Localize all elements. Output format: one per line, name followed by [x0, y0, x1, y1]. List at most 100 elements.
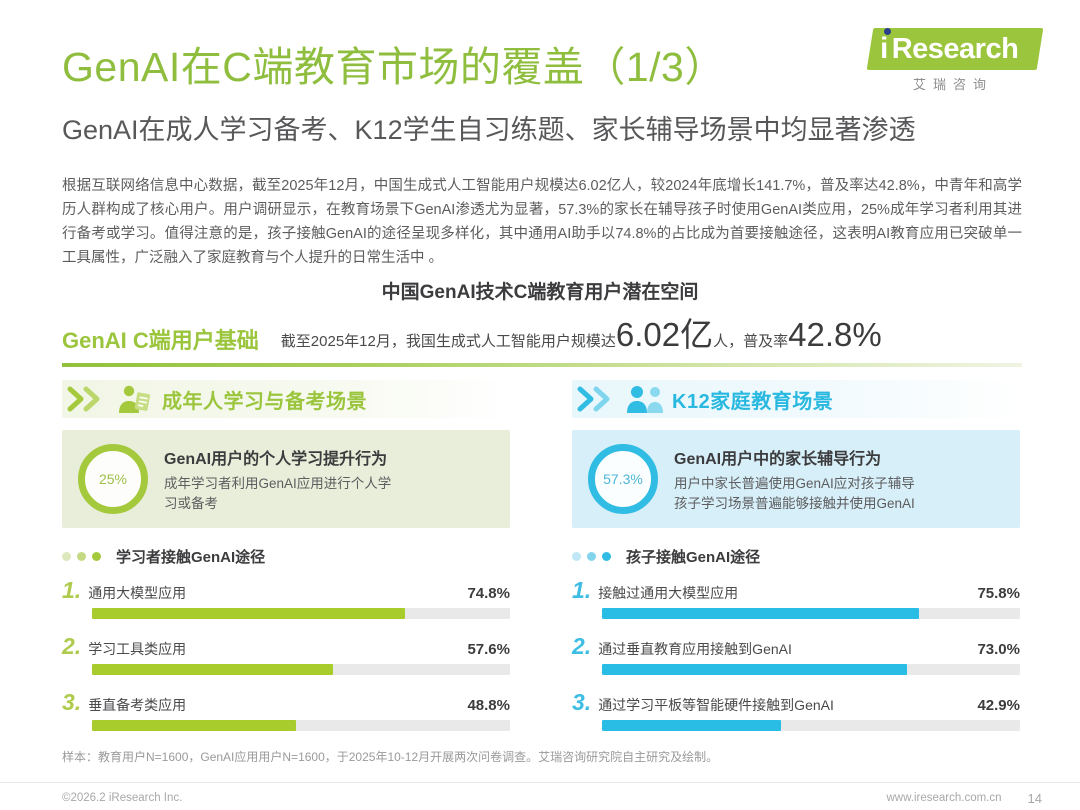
page-subtitle: GenAI在成人学习备考、K12学生自习练题、家长辅导场景中均显著渗透	[62, 115, 916, 145]
ring-chart-adult: 25%	[78, 444, 148, 514]
bar-label: 通用大模型应用	[88, 585, 187, 601]
stat-prefix: 截至2025年12月，我国生成式人工智能用户规模达	[280, 333, 616, 350]
body-paragraph: 根据互联网络信息中心数据，截至2025年12月，中国生成式人工智能用户规模达6.…	[62, 178, 1022, 266]
stat-band-label: GenAI C端用户基础	[62, 328, 259, 353]
card-title-k12: GenAI用户中的家长辅导行为	[674, 450, 882, 468]
page-title: GenAI在C端教育市场的覆盖（1/3）	[62, 44, 726, 90]
footnote: 样本：教育用户N=1600，GenAI应用用户N=1600，于2025年10-1…	[62, 750, 719, 764]
ring-value-k12: 57.3%	[603, 471, 643, 487]
bar-track	[602, 608, 1020, 619]
bar-track	[602, 720, 1020, 731]
dot-1-icon	[572, 552, 581, 561]
dot-2-icon	[587, 552, 596, 561]
subsection-adult: 学习者接触GenAI途径	[62, 546, 510, 567]
stat-band: GenAI C端用户基础 截至2025年12月，我国生成式人工智能用户规模达 6…	[62, 314, 1022, 358]
ring-chart-k12: 57.3%	[588, 444, 658, 514]
bar-rank: 3.	[572, 689, 592, 715]
title-row: GenAI在C端教育市场的覆盖（1/3）	[62, 36, 1040, 98]
logo-dot-icon	[884, 28, 891, 35]
bar-value: 42.9%	[977, 697, 1020, 714]
bar-list-adult: 1. 通用大模型应用 74.8% 2. 学习工具类应用 57.6%	[62, 579, 510, 731]
dot-2-icon	[77, 552, 86, 561]
card-desc-line2-adult: 习或备考	[164, 495, 218, 511]
stat-value-users: 6.02亿	[615, 316, 714, 353]
bar-rank: 2.	[62, 633, 82, 659]
ring-value-adult: 25%	[98, 471, 128, 487]
panel-title-k12: K12家庭教育场景	[672, 390, 834, 413]
subsection-title-adult: 学习者接触GenAI途径	[116, 549, 266, 566]
bar-value: 48.8%	[467, 697, 510, 714]
person-with-document-icon	[114, 383, 154, 415]
bar-value: 57.6%	[467, 641, 510, 658]
three-dots-icon	[572, 552, 617, 561]
panel-header-k12: K12家庭教育场景	[572, 380, 1020, 418]
card-body-k12: GenAI用户中的家长辅导行为 用户中家长普遍使用GenAI应对孩子辅导 孩子学…	[674, 445, 1004, 514]
bar-row: 1. 接触过通用大模型应用 75.8%	[572, 579, 1020, 619]
two-people-icon	[624, 383, 664, 415]
logo-parallelogram: Research	[866, 28, 1044, 70]
bar-fill	[92, 664, 333, 675]
bar-label: 学习工具类应用	[88, 641, 187, 657]
dot-1-icon	[62, 552, 71, 561]
bar-row-top: 3. 通过学习平板等智能硬件接触到GenAI 42.9%	[572, 691, 1020, 715]
bar-row: 2. 学习工具类应用 57.6%	[62, 635, 510, 675]
panel-k12: K12家庭教育场景 57.3% GenAI用户中的家长辅导行为 用户中家长普遍使…	[572, 380, 1020, 747]
panel-header-adult: 成年人学习与备考场景	[62, 380, 510, 418]
logo-subtitle: 艾瑞咨询	[912, 77, 993, 92]
card-body-adult: GenAI用户的个人学习提升行为 成年学习者利用GenAI应用进行个人学 习或备…	[164, 445, 494, 514]
bar-track	[602, 664, 1020, 675]
bar-row-top: 3. 垂直备考类应用 48.8%	[62, 691, 510, 715]
bar-rank: 2.	[572, 633, 592, 659]
bar-list-k12: 1. 接触过通用大模型应用 75.8% 2. 通过垂直教育应用接触到GenAI …	[572, 579, 1020, 731]
highlight-card-k12: 57.3% GenAI用户中的家长辅导行为 用户中家长普遍使用GenAI应对孩子…	[572, 430, 1020, 528]
bar-track	[92, 608, 510, 619]
bar-row: 1. 通用大模型应用 74.8%	[62, 579, 510, 619]
bar-value: 74.8%	[467, 585, 510, 602]
bar-rank: 3.	[62, 689, 82, 715]
card-desc-line1-k12: 用户中家长普遍使用GenAI应对孩子辅导	[674, 475, 915, 491]
logo-wordmark: Research	[891, 32, 1019, 65]
bar-rank: 1.	[572, 577, 592, 603]
three-dots-icon	[62, 552, 107, 561]
subsection-k12: 孩子接触GenAI途径	[572, 546, 1020, 567]
dot-3-icon	[602, 552, 611, 561]
highlight-card-adult: 25% GenAI用户的个人学习提升行为 成年学习者利用GenAI应用进行个人学…	[62, 430, 510, 528]
panel-adult: 成年人学习与备考场景 25% GenAI用户的个人学习提升行为 成年学习者利用G…	[62, 380, 510, 747]
card-desc-line1-adult: 成年学习者利用GenAI应用进行个人学	[164, 475, 392, 491]
panel-title-adult: 成年人学习与备考场景	[162, 390, 367, 413]
footer-divider	[0, 782, 1080, 783]
stat-mid-text: 人，普及率	[713, 333, 789, 350]
dot-3-icon	[92, 552, 101, 561]
bar-row-top: 2. 通过垂直教育应用接触到GenAI 73.0%	[572, 635, 1020, 659]
gradient-divider	[62, 363, 1022, 367]
bar-label: 通过垂直教育应用接触到GenAI	[598, 641, 792, 657]
footer-copyright: ©2026.2 iResearch Inc.	[62, 792, 183, 804]
footer: ©2026.2 iResearch Inc. www.iresearch.com…	[0, 786, 1080, 810]
bar-fill	[602, 720, 782, 731]
bar-value: 73.0%	[977, 641, 1020, 658]
double-chevron-right-icon	[576, 386, 618, 412]
bar-row: 3. 通过学习平板等智能硬件接触到GenAI 42.9%	[572, 691, 1020, 731]
card-title-adult: GenAI用户的个人学习提升行为	[164, 450, 388, 468]
stat-value-penetration: 42.8%	[788, 316, 882, 353]
stat-band-text: 截至2025年12月，我国生成式人工智能用户规模达 6.02亿 人，普及率 42…	[281, 308, 882, 358]
bar-row-top: 2. 学习工具类应用 57.6%	[62, 635, 510, 659]
bar-track	[92, 664, 510, 675]
bar-fill	[602, 664, 908, 675]
footer-right-group: www.iresearch.com.cn 14	[886, 791, 1042, 806]
bar-rank: 1.	[62, 577, 82, 603]
card-desc-line2-k12: 孩子学习场景普遍能够接触并使用GenAI	[674, 495, 915, 511]
bar-row: 3. 垂直备考类应用 48.8%	[62, 691, 510, 731]
iresearch-logo: Research i 艾瑞咨询	[864, 28, 1044, 94]
bar-label: 接触过通用大模型应用	[598, 585, 739, 601]
subsection-title-k12: 孩子接触GenAI途径	[626, 549, 761, 566]
bar-track	[92, 720, 510, 731]
bar-label: 通过学习平板等智能硬件接触到GenAI	[598, 697, 834, 713]
bar-fill	[92, 608, 405, 619]
bar-fill	[92, 720, 296, 731]
bar-label: 垂直备考类应用	[88, 697, 187, 713]
section-heading: 中国GenAI技术C端教育用户潜在空间	[381, 282, 699, 303]
logo-initial: i	[880, 32, 889, 65]
page-number: 14	[1027, 790, 1042, 806]
